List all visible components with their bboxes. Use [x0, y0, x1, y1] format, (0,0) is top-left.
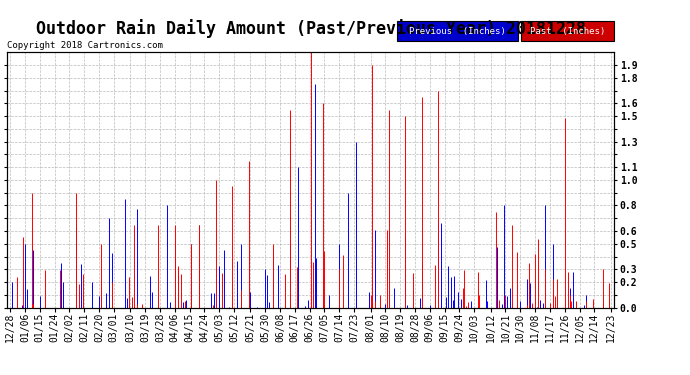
Text: Previous  (Inches): Previous (Inches)	[409, 27, 506, 36]
Text: Outdoor Rain Daily Amount (Past/Previous Year) 20181228: Outdoor Rain Daily Amount (Past/Previous…	[35, 19, 586, 38]
Text: Copyright 2018 Cartronics.com: Copyright 2018 Cartronics.com	[7, 41, 163, 50]
Text: Past  (Inches): Past (Inches)	[530, 27, 606, 36]
